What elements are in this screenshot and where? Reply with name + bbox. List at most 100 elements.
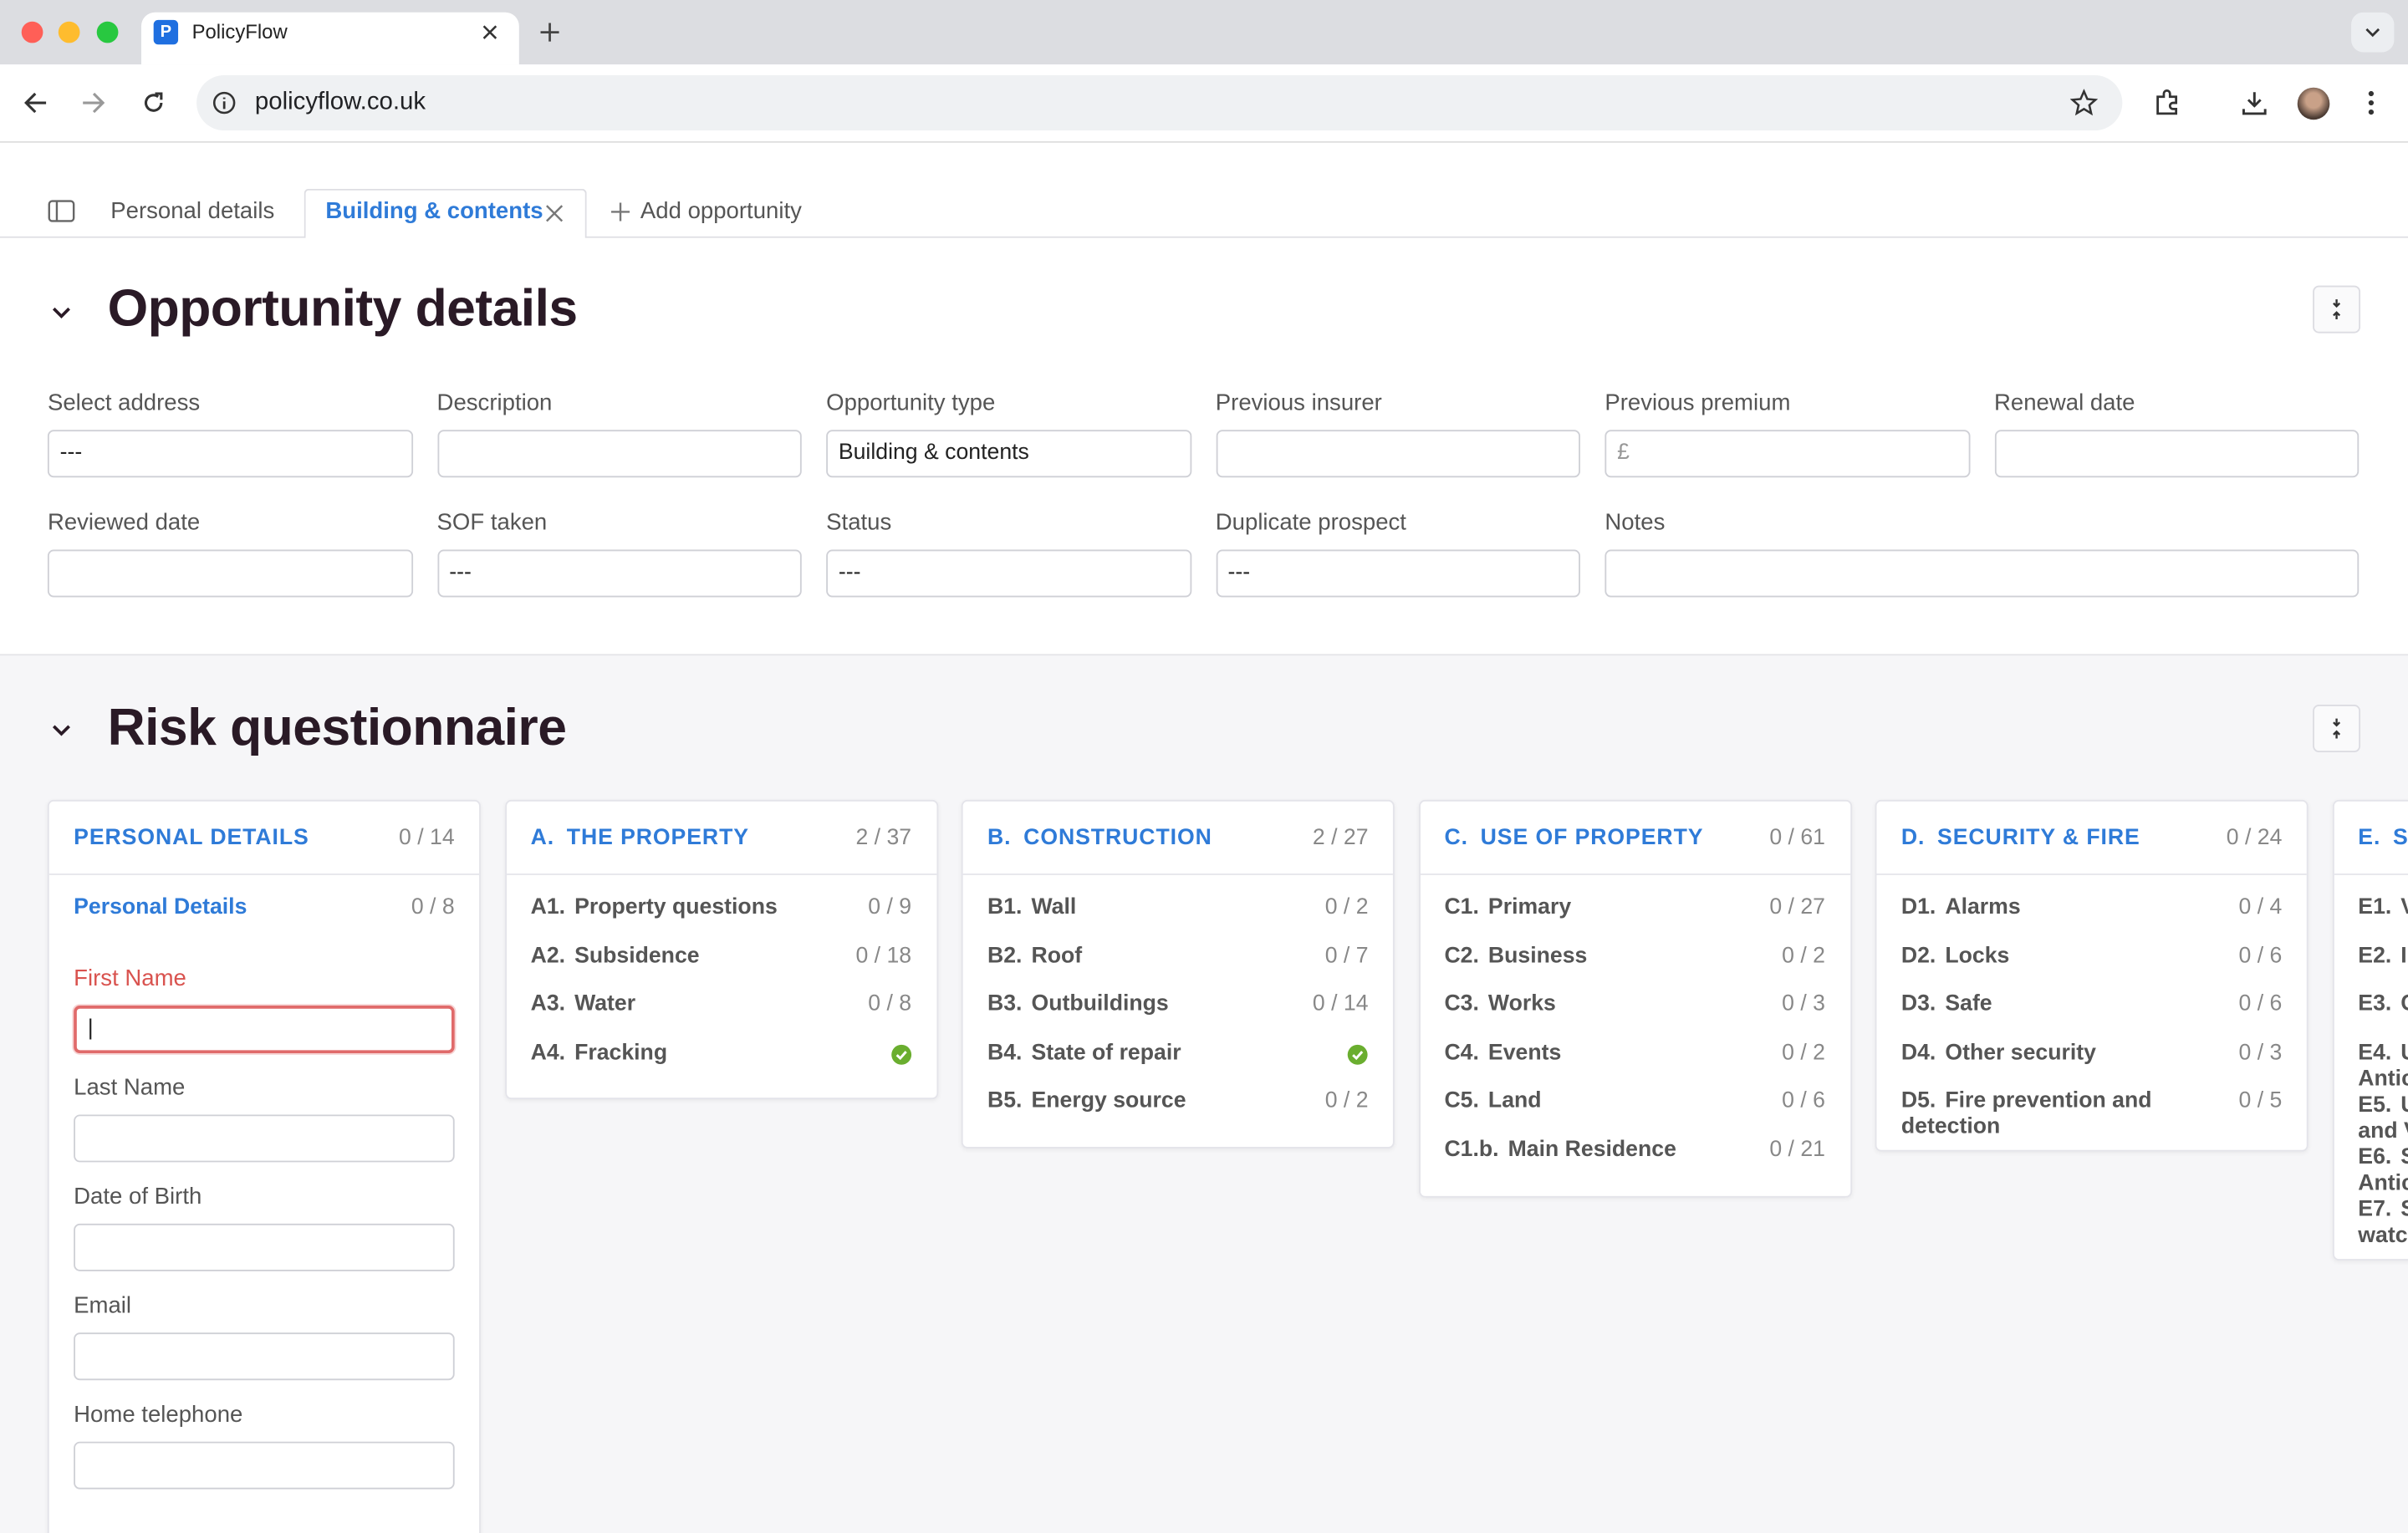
question-card: A. THE PROPERTY 2 / 37 A1. Property question… xyxy=(504,799,938,1100)
card-title: SECURITY & FIRE xyxy=(1937,825,2140,850)
question-group[interactable]: A4. Fracking xyxy=(531,1041,912,1089)
field-input[interactable]: Building & contents xyxy=(826,430,1191,478)
question-group[interactable]: D3. Safe 0 / 6 xyxy=(1901,992,2283,1041)
question-group[interactable]: E2. I xyxy=(2358,944,2408,992)
question-group[interactable]: D2. Locks 0 / 6 xyxy=(1901,944,2283,992)
field-input[interactable]: --- xyxy=(47,430,413,478)
close-tab[interactable] xyxy=(545,204,564,222)
subsection[interactable]: Personal Details 0 / 8 xyxy=(74,895,455,944)
card-header[interactable]: E. S xyxy=(2333,802,2408,875)
back[interactable] xyxy=(23,90,48,115)
item-code: C4. xyxy=(1444,1040,1479,1066)
field-input[interactable] xyxy=(74,1223,455,1271)
question-group[interactable]: D1. Alarms 0 / 4 xyxy=(1901,895,2283,944)
question-group[interactable]: E7.S watc xyxy=(2358,1197,2408,1249)
card-header[interactable]: PERSONAL DETAILS 0 / 14 xyxy=(48,802,480,875)
card-letter: E. xyxy=(2358,825,2381,850)
item-code: E5. xyxy=(2358,1092,2392,1118)
card-progress: 0 / 14 xyxy=(399,825,455,850)
question-group[interactable]: A1. Property questions 0 / 9 xyxy=(531,895,912,944)
field-input[interactable] xyxy=(436,430,802,478)
question-group[interactable]: B3. Outbuildings 0 / 14 xyxy=(987,992,1369,1041)
bookmark[interactable] xyxy=(2069,89,2098,117)
card-header[interactable]: B. CONSTRUCTION 2 / 27 xyxy=(962,802,1393,875)
item-progress: 0 / 6 xyxy=(2238,943,2283,969)
maximize-window[interactable] xyxy=(96,21,119,43)
question-group[interactable]: E5.U and V xyxy=(2358,1092,2408,1144)
question-group[interactable]: E1. V xyxy=(2358,895,2408,944)
item-code: E6. xyxy=(2358,1144,2392,1170)
add-opportunity[interactable]: Add opportunity xyxy=(640,197,802,225)
field-label: Email xyxy=(74,1291,132,1319)
item-label: C xyxy=(2400,992,2408,1016)
expand-button[interactable] xyxy=(2313,285,2361,334)
question-group[interactable]: C2. Business 0 / 2 xyxy=(1444,944,1825,992)
question-group[interactable]: E3. C xyxy=(2358,992,2408,1041)
field-input[interactable] xyxy=(1215,430,1580,478)
question-group[interactable]: E4.U Antic xyxy=(2358,1041,2408,1092)
item-text: D1. Alarms xyxy=(1901,895,2227,921)
downloads[interactable] xyxy=(2241,89,2268,117)
sidebar-toggle[interactable] xyxy=(48,200,75,223)
tab-search[interactable] xyxy=(2351,12,2395,53)
close-tab[interactable] xyxy=(482,24,497,39)
forward[interactable] xyxy=(81,90,105,115)
question-group[interactable]: B4. State of repair xyxy=(987,1041,1369,1089)
question-group[interactable]: B5. Energy source 0 / 2 xyxy=(987,1089,1369,1138)
card-items: C1. Primary 0 / 27 C2. Business 0 / 2 C3. Works… xyxy=(1420,875,1849,1195)
reload[interactable] xyxy=(141,90,166,115)
question-group[interactable]: D5. Fire prevention and detection 0 / 5 xyxy=(1901,1089,2283,1141)
question-group[interactable]: C3. Works 0 / 3 xyxy=(1444,992,1825,1041)
field-input[interactable]: | xyxy=(74,1005,455,1053)
collapse-toggle[interactable] xyxy=(49,717,74,741)
card-header[interactable]: C. USE OF PROPERTY 0 / 61 xyxy=(1420,802,1850,875)
question-group[interactable]: C4. Events 0 / 2 xyxy=(1444,1041,1825,1089)
field-input[interactable] xyxy=(74,1113,455,1162)
tab-personal-details[interactable]: Personal details xyxy=(110,197,275,225)
item-label: Main Residence xyxy=(1508,1137,1676,1163)
close-window[interactable] xyxy=(21,21,43,43)
question-group[interactable]: B1. Wall 0 / 2 xyxy=(987,895,1369,944)
browser-tab[interactable]: P PolicyFlow xyxy=(140,12,519,65)
field-input[interactable] xyxy=(47,549,413,598)
question-group[interactable]: C1.b. Main Residence 0 / 21 xyxy=(1444,1138,1825,1186)
item-code: C1.b. xyxy=(1444,1137,1499,1163)
expand-button[interactable] xyxy=(2313,705,2361,752)
tab-active[interactable]: Building & contents xyxy=(304,188,587,240)
site-info[interactable] xyxy=(212,90,236,115)
field-value: --- xyxy=(59,441,83,466)
item-label: Works xyxy=(1487,991,1556,1017)
item-text: D3. Safe xyxy=(1901,992,2227,1018)
question-group[interactable]: C5. Land 0 / 6 xyxy=(1444,1089,1825,1138)
card-header[interactable]: A. THE PROPERTY 2 / 37 xyxy=(506,802,936,875)
address-bar[interactable]: policyflow.co.uk xyxy=(196,74,2123,131)
item-progress: 0 / 21 xyxy=(1769,1137,1825,1163)
question-group[interactable]: E6.S Antic xyxy=(2358,1145,2408,1197)
card-header[interactable]: D. SECURITY & FIRE 0 / 24 xyxy=(1876,802,2307,875)
field-input[interactable]: --- xyxy=(436,549,802,598)
item-label: Primary xyxy=(1487,894,1572,920)
field-input[interactable]: £ xyxy=(1604,430,1970,478)
question-group[interactable]: A2. Subsidence 0 / 18 xyxy=(531,944,912,992)
field-input[interactable] xyxy=(74,1332,455,1380)
item-code: D2. xyxy=(1900,943,1936,969)
item-text: E1. V xyxy=(2358,895,2408,921)
menu[interactable] xyxy=(2360,89,2382,117)
field: Previous premium £ xyxy=(1604,390,1970,478)
question-group[interactable]: C1. Primary 0 / 27 xyxy=(1444,895,1825,944)
field-input[interactable]: --- xyxy=(1215,549,1580,598)
card-letter: B. xyxy=(987,825,1012,850)
question-group[interactable]: B2. Roof 0 / 7 xyxy=(987,944,1369,992)
field-input[interactable] xyxy=(74,1440,455,1489)
field-input[interactable] xyxy=(1993,430,2360,478)
minimize-window[interactable] xyxy=(58,21,80,43)
extensions[interactable] xyxy=(2153,89,2181,117)
new-tab[interactable] xyxy=(539,22,561,43)
question-group[interactable]: D4. Other security 0 / 3 xyxy=(1901,1041,2283,1089)
form-field: Date of Birth xyxy=(74,1183,455,1271)
collapse-toggle[interactable] xyxy=(49,299,74,323)
field-input[interactable] xyxy=(1604,549,2360,598)
profile-avatar[interactable] xyxy=(2297,87,2330,120)
question-group[interactable]: A3. Water 0 / 8 xyxy=(531,992,912,1041)
field-input[interactable]: --- xyxy=(826,549,1191,598)
